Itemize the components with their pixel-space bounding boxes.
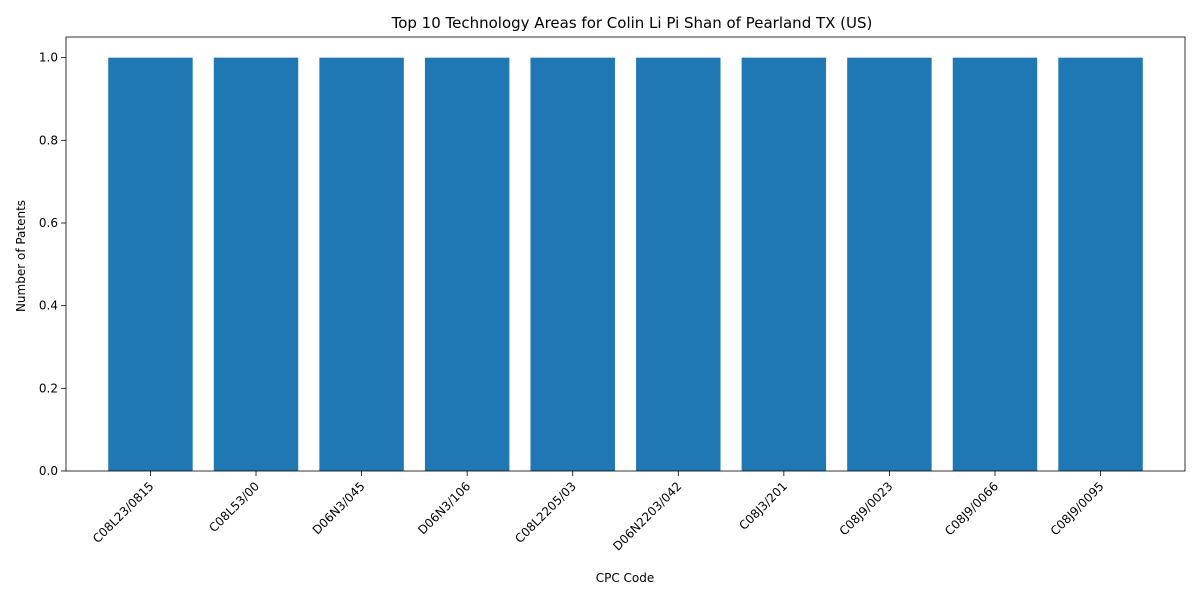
bar-C08J9/0095 (1058, 58, 1142, 471)
bar-D06N3/106 (425, 58, 509, 471)
y-tick-label: 0.4 (39, 299, 58, 313)
y-tick-label: 0.6 (39, 216, 58, 230)
x-ticks: C08L23/0815 C08L53/00 D06N3/045 D06N3/106 C0… (90, 471, 1107, 553)
bar-C08J9/0066 (953, 58, 1037, 471)
x-axis-title: CPC Code (596, 571, 655, 585)
bar-C08L53/00 (214, 58, 298, 471)
bar-D06N3/045 (319, 58, 403, 471)
bar-C08J3/201 (742, 58, 826, 471)
x-tick-label: C08J3/201 (736, 479, 790, 533)
x-tick-label: D06N3/106 (415, 479, 473, 537)
bar-D06N2203/042 (636, 58, 720, 471)
x-tick-label: C08L53/00 (206, 479, 262, 535)
bar-C08J9/0023 (847, 58, 931, 471)
x-tick-label: D06N2203/042 (610, 479, 684, 553)
chart-title: Top 10 Technology Areas for Colin Li Pi … (391, 14, 873, 32)
bars-layer (108, 58, 1143, 471)
y-tick-label: 0.0 (39, 464, 58, 478)
bar-C08L2205/03 (530, 58, 614, 471)
x-tick-label: C08L2205/03 (512, 479, 579, 546)
y-tick-label: 1.0 (39, 51, 58, 65)
x-tick-label: C08J9/0066 (942, 479, 1001, 538)
x-tick-label: D06N3/045 (310, 479, 368, 537)
y-ticks: 0.0 0.2 0.4 0.6 0.8 1.0 (39, 51, 66, 478)
x-tick-label: C08J9/0023 (837, 479, 896, 538)
bar-C08L23/0815 (108, 58, 192, 471)
x-tick-label: C08J9/0095 (1048, 479, 1107, 538)
y-tick-label: 0.2 (39, 381, 58, 395)
x-tick-label: C08L23/0815 (90, 479, 157, 546)
y-axis-title: Number of Patents (14, 200, 28, 312)
y-tick-label: 0.8 (39, 133, 58, 147)
